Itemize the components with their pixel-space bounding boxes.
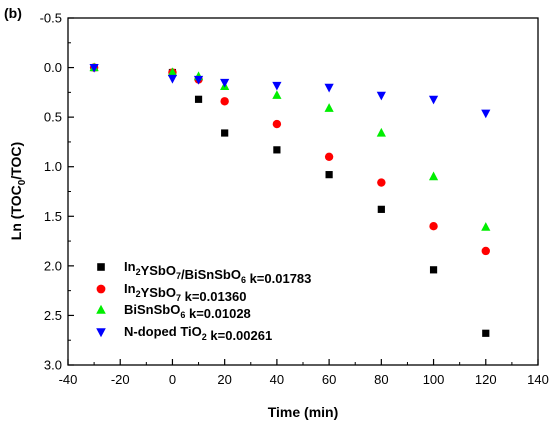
legend-label-3: BiSnSbO6 k=0.01028 bbox=[124, 302, 251, 321]
data-point-series-2 bbox=[272, 119, 282, 129]
y-axis: -0.5 0.0 0.5 1.0 1.5 2.0 2.5 3.0 bbox=[40, 11, 74, 373]
data-point-series-3 bbox=[324, 103, 334, 112]
x-tick-label: 80 bbox=[374, 372, 388, 387]
data-point-series-1 bbox=[377, 205, 385, 213]
data-point-series-4 bbox=[428, 95, 439, 105]
data-point-series-1 bbox=[482, 329, 490, 337]
y-tick-label: 0.0 bbox=[44, 60, 62, 75]
y-axis-label-sub: 0 bbox=[17, 179, 28, 185]
y-tick-label: 2.5 bbox=[44, 308, 62, 323]
data-point-series-3 bbox=[481, 222, 491, 231]
data-point-series-2 bbox=[481, 246, 490, 256]
x-tick-label: -20 bbox=[111, 372, 130, 387]
data-point-series-4 bbox=[89, 63, 99, 73]
data-point-series-3 bbox=[272, 90, 282, 99]
panel-label: (b) bbox=[4, 5, 22, 21]
data-point-series-4 bbox=[324, 83, 334, 93]
legend-marker-3 bbox=[96, 304, 106, 314]
data-point-series-1 bbox=[194, 95, 203, 103]
data-point-series-4 bbox=[481, 109, 491, 119]
legend-marker-1 bbox=[97, 263, 105, 271]
legend-label-4: N-doped TiO2 k=0.00261 bbox=[124, 324, 272, 343]
y-tick-label: -0.5 bbox=[40, 11, 62, 26]
legend-label-1: In2YSbO7/BiSnSbO6 k=0.01783 bbox=[124, 259, 311, 286]
x-tick-label: 60 bbox=[322, 372, 336, 387]
x-tick-label: 0 bbox=[169, 372, 176, 387]
legend-marker-4 bbox=[96, 328, 106, 338]
y-tick-label: 0.5 bbox=[44, 110, 62, 125]
x-tick-label: 120 bbox=[475, 372, 497, 387]
data-point-series-4 bbox=[376, 91, 386, 101]
x-axis-label: Time (min) bbox=[268, 404, 339, 420]
legend-marker-2 bbox=[96, 284, 106, 294]
data-point-series-4 bbox=[220, 78, 230, 88]
legend-label-2: In2YSbO7 k=0.01360 bbox=[124, 281, 246, 304]
y-tick-label: 1.5 bbox=[44, 209, 62, 224]
y-tick-label: 1.0 bbox=[44, 159, 62, 174]
x-tick-label: 40 bbox=[270, 372, 284, 387]
data-point-series-2 bbox=[220, 97, 229, 106]
data-point-series-3 bbox=[428, 171, 439, 181]
data-point-series-1 bbox=[273, 146, 281, 154]
data-points bbox=[89, 62, 491, 337]
data-point-series-2 bbox=[324, 152, 334, 161]
x-tick-label: 100 bbox=[423, 372, 445, 387]
y-axis-label-main: Ln (TOC bbox=[8, 185, 24, 240]
y-tick-label: 3.0 bbox=[44, 358, 62, 373]
data-point-series-2 bbox=[377, 178, 386, 187]
x-tick-label: 140 bbox=[527, 372, 549, 387]
data-point-series-1 bbox=[221, 129, 229, 137]
data-point-series-1 bbox=[325, 171, 333, 179]
data-point-series-4 bbox=[167, 74, 178, 84]
data-point-series-4 bbox=[193, 75, 204, 85]
x-tick-label: -40 bbox=[59, 372, 78, 387]
data-point-series-2 bbox=[429, 222, 438, 231]
data-point-series-3 bbox=[376, 127, 386, 137]
y-tick-label: 2.0 bbox=[44, 258, 62, 273]
y-axis-label-end: /TOC) bbox=[8, 142, 24, 180]
data-point-series-3 bbox=[167, 67, 178, 77]
data-point-series-1 bbox=[429, 266, 438, 274]
x-tick-label: 20 bbox=[217, 372, 231, 387]
data-point-series-4 bbox=[272, 81, 282, 91]
y-axis-label: Ln (TOC0/TOC) bbox=[8, 142, 28, 240]
x-axis: -40 -20 0 20 40 60 80 100 120 140 bbox=[59, 359, 549, 387]
